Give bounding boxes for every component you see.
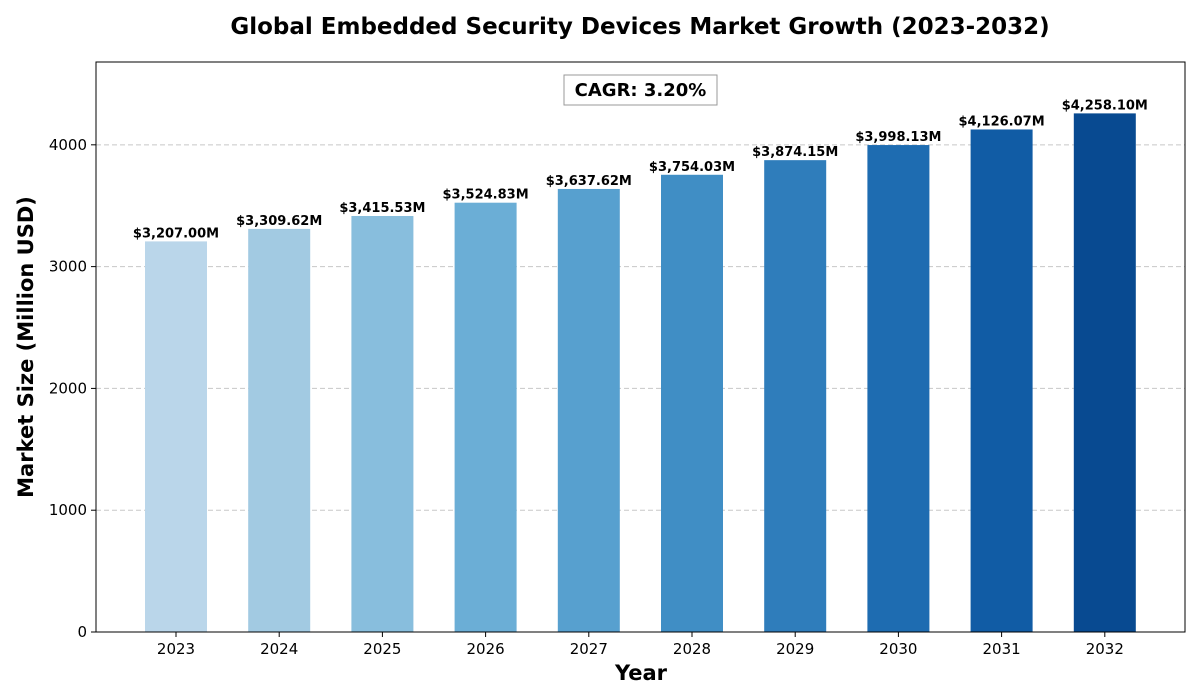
- bar-value-label: $3,874.15M: [752, 145, 838, 160]
- bar: [557, 188, 620, 632]
- bar: [145, 241, 207, 632]
- bar: [970, 129, 1033, 633]
- y-axis-ticks: 0 1000 2000 3000 4000: [49, 136, 96, 641]
- cagr-text: CAGR: 3.20%: [575, 80, 707, 101]
- cagr-annotation: CAGR: 3.20%: [563, 74, 718, 106]
- y-axis-title: Market Size (Million USD): [14, 196, 38, 498]
- x-tick-label: 2027: [570, 640, 608, 658]
- bar-value-label: $3,309.62M: [236, 214, 322, 229]
- bar: [764, 160, 827, 633]
- bar: [1073, 113, 1136, 632]
- y-tick-label: 0: [77, 623, 87, 641]
- y-tick-label: 4000: [49, 136, 87, 154]
- y-tick-label: 3000: [49, 258, 87, 276]
- y-tick-label: 2000: [49, 379, 87, 397]
- chart-title: Global Embedded Security Devices Market …: [230, 14, 1049, 40]
- bars: [145, 113, 1136, 633]
- bar-value-label: $3,207.00M: [133, 226, 219, 241]
- x-tick-label: 2032: [1086, 640, 1124, 658]
- x-tick-label: 2023: [157, 640, 195, 658]
- x-tick-label: 2031: [983, 640, 1021, 658]
- x-tick-label: 2026: [467, 640, 505, 658]
- bar-value-label: $4,126.07M: [959, 114, 1045, 129]
- x-tick-label: 2029: [776, 640, 814, 658]
- bar: [867, 145, 930, 632]
- bar-value-label: $3,524.83M: [443, 188, 529, 203]
- x-tick-label: 2024: [260, 640, 298, 658]
- bar-value-label: $3,754.03M: [649, 160, 735, 175]
- bar-value-label: $3,415.53M: [339, 201, 425, 216]
- bar-value-label: $3,637.62M: [546, 174, 632, 189]
- bar: [351, 216, 414, 632]
- plot-frame: [95, 61, 1186, 633]
- bar-value-labels: $3,207.00M $3,309.62M $3,415.53M $3,524.83M…: [133, 98, 1148, 241]
- bar: [454, 202, 517, 632]
- bar: [661, 174, 723, 633]
- bar-value-label: $4,258.10M: [1062, 98, 1148, 113]
- x-axis-title: Year: [614, 661, 668, 685]
- cagr-box: [563, 74, 718, 106]
- x-tick-label: 2025: [363, 640, 401, 658]
- x-tick-label: 2028: [673, 640, 711, 658]
- y-tick-label: 1000: [49, 501, 87, 519]
- bar: [248, 228, 311, 632]
- bar-value-label: $3,998.13M: [855, 130, 941, 145]
- x-tick-label: 2030: [879, 640, 917, 658]
- x-axis-ticks: 2023 2024 2025 2026 2027 2028 2029 2030 2031 2032: [157, 632, 1124, 658]
